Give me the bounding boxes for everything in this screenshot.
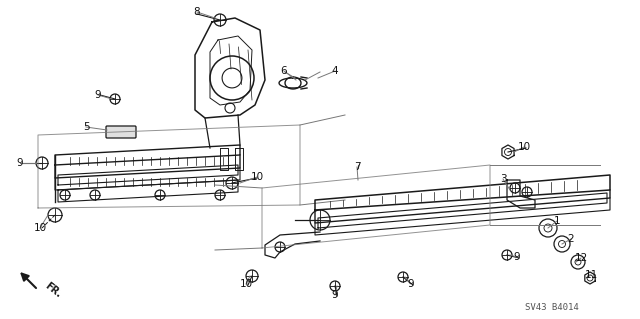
Text: 10: 10 — [250, 172, 264, 182]
Text: 9: 9 — [332, 290, 339, 300]
Text: 9: 9 — [17, 158, 23, 168]
Text: 12: 12 — [574, 253, 588, 263]
Text: 9: 9 — [95, 90, 101, 100]
Text: 10: 10 — [239, 279, 253, 289]
Text: FR.: FR. — [43, 281, 63, 300]
Text: 3: 3 — [500, 174, 506, 184]
Text: 7: 7 — [354, 162, 360, 172]
FancyBboxPatch shape — [106, 126, 136, 138]
Text: 9: 9 — [408, 279, 414, 289]
Text: 1: 1 — [554, 216, 560, 226]
Text: 10: 10 — [517, 142, 531, 152]
Text: 4: 4 — [332, 66, 339, 76]
Text: SV43 B4014: SV43 B4014 — [525, 303, 579, 313]
Text: 11: 11 — [584, 270, 598, 280]
Text: 8: 8 — [194, 7, 200, 17]
Text: 9: 9 — [514, 252, 520, 262]
Text: 5: 5 — [83, 122, 90, 132]
Text: 6: 6 — [281, 66, 287, 76]
Text: 2: 2 — [568, 234, 574, 244]
Text: 10: 10 — [33, 223, 47, 233]
